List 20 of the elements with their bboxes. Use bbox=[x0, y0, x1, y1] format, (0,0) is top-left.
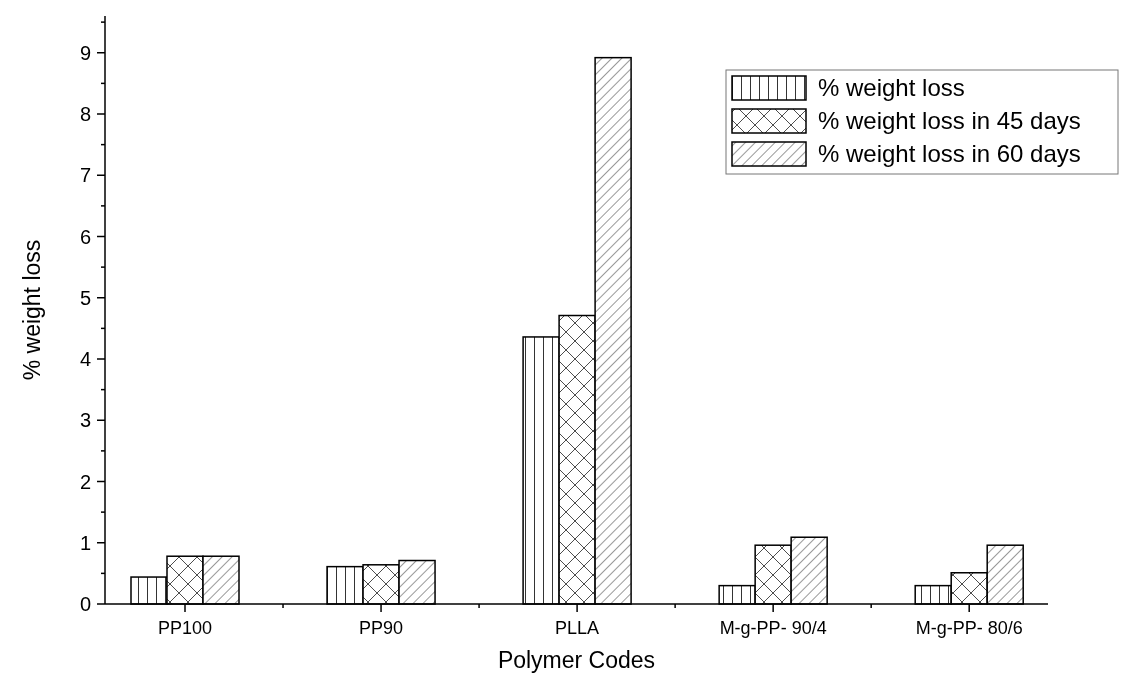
x-tick-label: PP100 bbox=[157, 618, 213, 638]
x-axis-title: Polymer Codes bbox=[497, 647, 656, 673]
y-axis-title: % weight loss bbox=[19, 239, 45, 381]
y-tick-label: 4 bbox=[79, 348, 91, 370]
legend-label: % weight loss in 45 days bbox=[818, 107, 1081, 135]
y-tick-label: 7 bbox=[79, 164, 91, 187]
y-tick-label: 5 bbox=[79, 286, 91, 309]
y-tick-label: 8 bbox=[79, 103, 91, 125]
y-tick-label: 3 bbox=[79, 409, 91, 432]
x-tick-label: PP90 bbox=[359, 618, 404, 638]
x-tick-label: M-g-PP- 80/6 bbox=[915, 618, 1023, 638]
y-tick-label: 0 bbox=[79, 593, 91, 615]
x-tick-label: PLLA bbox=[555, 618, 600, 638]
x-tick-label: M-g-PP- 90/4 bbox=[719, 618, 827, 638]
y-tick-label: 9 bbox=[79, 41, 91, 64]
y-tick-label: 1 bbox=[79, 531, 91, 554]
legend-label: % weight loss in 60 days bbox=[818, 140, 1081, 168]
legend-label: % weight loss bbox=[818, 74, 965, 102]
y-tick-label: 6 bbox=[79, 225, 91, 248]
y-tick-label: 2 bbox=[79, 470, 91, 493]
